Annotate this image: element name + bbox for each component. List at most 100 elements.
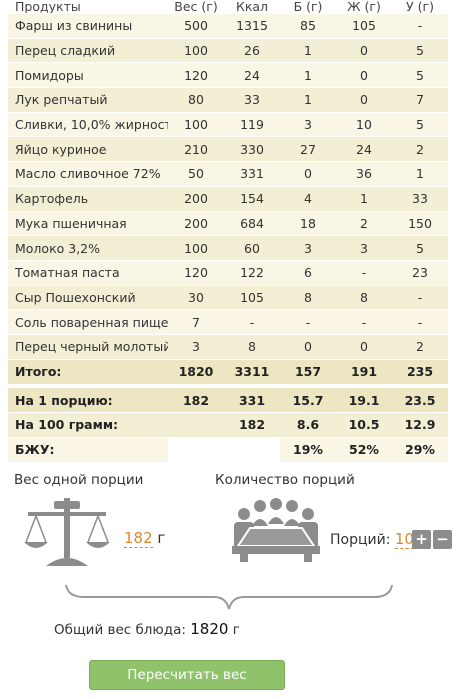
bju-row: БЖУ: 19% 52% 29% [8, 436, 448, 462]
table-cell: 330 [224, 136, 280, 162]
table-cell: 3 [280, 111, 336, 137]
increase-portions-button[interactable]: + [412, 530, 431, 549]
table-cell: 27 [280, 136, 336, 162]
table-cell: 8 [336, 284, 392, 310]
table-cell: - [392, 309, 448, 335]
table-cell: 105 [224, 284, 280, 310]
curly-brace-icon [65, 584, 393, 610]
table-cell: Картофель [8, 185, 168, 211]
table-row: Сливки, 10,0% жирности 100 119 3 10 5 [8, 111, 448, 137]
table-cell: 0 [280, 161, 336, 187]
table-row: Масло сливочное 72% 50 331 0 36 1 [8, 161, 448, 187]
table-cell: Перец черный молотый [8, 333, 168, 360]
table-spacer [8, 383, 448, 388]
recalculate-button[interactable]: Пересчитать вес продуктов [89, 660, 285, 699]
table-cell: 120 [168, 62, 224, 88]
table-cell: 19.1 [336, 387, 392, 413]
table-cell: 50 [168, 161, 224, 187]
table-cell: 150 [392, 210, 448, 236]
table-cell: 52% [336, 436, 392, 462]
table-cell: 331 [224, 387, 280, 413]
portion-weight-unit: г [157, 529, 166, 547]
total-weight-value: 1820 [190, 620, 229, 638]
header-protein: Б (г) [293, 0, 323, 14]
table-cell: БЖУ: [8, 436, 168, 462]
header-weight: Вес (г) [174, 0, 218, 14]
table-cell: - [392, 13, 448, 39]
table-cell: 331 [224, 161, 280, 187]
total-weight: Общий вес блюда: 1820 г [54, 620, 240, 638]
portion-count-label: Количество порций [215, 472, 355, 488]
portions-label: Порций: [330, 532, 391, 548]
header-products: Продукты [15, 0, 81, 14]
table-cell: 1 [336, 185, 392, 211]
table-cell: 1 [280, 37, 336, 63]
people-table-icon [232, 498, 320, 562]
table-cell: 3 [336, 235, 392, 261]
table-cell: 85 [280, 13, 336, 39]
table-row: Фарш из свинины 500 1315 85 105- [8, 13, 448, 39]
decrease-portions-button[interactable]: − [433, 530, 452, 549]
table-row: Перец черный молотый 3 8 0 0 2 [8, 333, 448, 360]
table-cell: 105 [336, 13, 392, 39]
table-cell: 0 [336, 333, 392, 360]
table-cell: 33 [224, 87, 280, 113]
table-cell: 23.5 [392, 387, 448, 413]
table-cell: Фарш из свинины [8, 13, 168, 39]
table-cell: 3311 [224, 358, 280, 384]
per-portion-row: На 1 порцию: 182 331 15.7 19.1 23.5 [8, 387, 448, 413]
ingredients-table-wrapper: Продукты Вес (г) Ккал Б (г) Ж (г) У (г) … [8, 0, 448, 462]
table-cell: 200 [168, 210, 224, 236]
table-cell: - [336, 259, 392, 286]
table-cell: 235 [392, 358, 448, 384]
portion-weight-value[interactable]: 182 г [124, 529, 166, 548]
table-cell: 1315 [224, 13, 280, 39]
table-cell: 7 [392, 87, 448, 113]
ingredients-body: Фарш из свинины 500 1315 85 105- Перец сладки… [8, 13, 448, 462]
table-cell: 182 [224, 412, 280, 438]
scale-icon [24, 498, 110, 566]
table-cell: Лук репчатый [8, 87, 168, 113]
table-cell: 1 [280, 87, 336, 113]
header-kcal: Ккал [235, 0, 269, 14]
portion-weight-label: Вес одной порции [14, 472, 144, 488]
table-cell: 26 [224, 37, 280, 63]
table-cell: Мука пшеничная [8, 210, 168, 236]
table-cell: 10 [336, 111, 392, 137]
table-cell: 182 [168, 387, 224, 413]
table-cell: 3 [280, 235, 336, 261]
table-cell: 684 [224, 210, 280, 236]
table-cell: 24 [224, 62, 280, 88]
table-cell: 36 [336, 161, 392, 187]
table-row: Перец сладкий 100 26 1 0 5 [8, 37, 448, 63]
table-cell [224, 436, 280, 462]
table-cell: 8 [280, 284, 336, 310]
portion-weight-number[interactable]: 182 [124, 529, 153, 548]
table-cell: 15.7 [280, 387, 336, 413]
table-cell: 1 [392, 161, 448, 187]
table-cell: Сыр Пошехонский [8, 284, 168, 310]
table-cell: 100 [168, 111, 224, 137]
table-cell: 1 [280, 62, 336, 88]
table-cell: - [224, 309, 280, 335]
table-cell: 8 [224, 333, 280, 360]
total-weight-unit: г [232, 622, 240, 638]
table-cell: 5 [392, 37, 448, 63]
table-cell: 200 [168, 185, 224, 211]
portions-value[interactable]: 10 [394, 530, 414, 549]
table-cell: - [280, 309, 336, 335]
portions-control: Порций: 10 [330, 530, 414, 549]
table-row: Помидоры 120 24 1 0 5 [8, 62, 448, 88]
table-cell: 19% [280, 436, 336, 462]
table-cell: 4 [280, 185, 336, 211]
table-cell: 33 [392, 185, 448, 211]
table-cell: 0 [336, 37, 392, 63]
table-row: Мука пшеничная 200 684 18 2 150 [8, 210, 448, 236]
table-cell: Яйцо куриное [8, 136, 168, 162]
table-cell: 122 [224, 259, 280, 286]
table-cell: 154 [224, 185, 280, 211]
table-cell: 5 [392, 62, 448, 88]
table-cell: 157 [280, 358, 336, 384]
table-header-row: Продукты Вес (г) Ккал Б (г) Ж (г) У (г) [8, 0, 448, 14]
table-cell: 24 [336, 136, 392, 162]
